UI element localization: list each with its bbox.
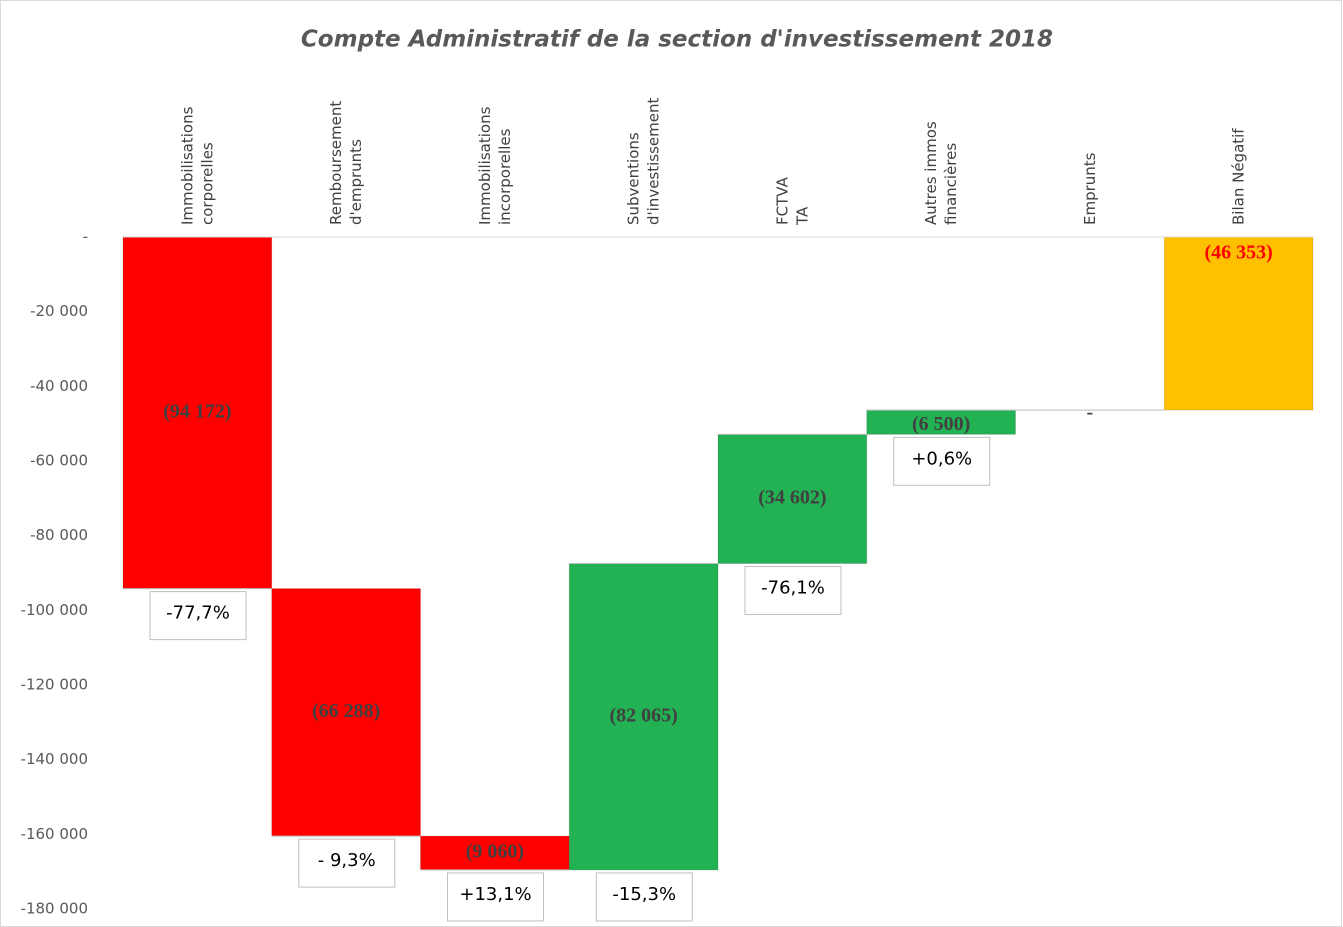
category-line: corporelles	[198, 142, 216, 225]
value-label: -	[1087, 402, 1094, 424]
bar	[271, 588, 421, 837]
y-tick-label: -60 000	[30, 452, 88, 470]
y-tick-label: -160 000	[21, 825, 88, 843]
change-label-box	[149, 591, 247, 641]
change-label-box	[447, 872, 544, 922]
y-tick-label: -80 000	[30, 526, 88, 544]
category-line: financières	[942, 143, 960, 225]
x-category-label: Immobilisations corporelles	[178, 106, 216, 225]
x-category-label: Subventions d'investissement	[624, 98, 662, 225]
category-line: TA	[793, 206, 811, 226]
y-tick-label: -40 000	[30, 377, 88, 395]
category-line: Immobilisations	[178, 106, 196, 225]
value-label: (94 172)	[163, 400, 231, 422]
change-label-box	[595, 872, 693, 922]
y-tick-label: -140 000	[21, 750, 88, 768]
category-line: Autres immos	[922, 121, 940, 225]
y-tick-label: -	[83, 228, 88, 246]
y-tick-label: -120 000	[21, 676, 88, 694]
category-line: Bilan Négatif	[1229, 128, 1247, 225]
x-category-label: Emprunts	[1080, 152, 1098, 225]
y-tick-label: -100 000	[21, 601, 88, 619]
x-category-label: Immobilisations incorporelles	[475, 106, 513, 225]
change-label-box	[893, 436, 991, 486]
chart-title: Compte Administratif de la section d'inv…	[301, 27, 1053, 53]
category-line: FCTVA	[773, 176, 791, 225]
category-line: Remboursement	[327, 101, 345, 225]
y-tick-label: -180 000	[21, 900, 88, 918]
value-label: (66 288)	[312, 700, 380, 722]
category-line: Immobilisations	[475, 106, 493, 225]
x-category-label: Bilan Négatif	[1229, 128, 1247, 225]
value-label: (6 500)	[912, 413, 970, 435]
change-label: -76,1%	[761, 578, 825, 599]
x-category-label: FCTVA TA	[773, 176, 811, 226]
change-label-box	[744, 566, 842, 616]
x-category-label: Remboursement d'emprunts	[327, 101, 365, 225]
change-label: +0,6%	[911, 448, 972, 469]
category-line: Emprunts	[1080, 152, 1098, 225]
change-label: +13,1%	[459, 884, 531, 905]
bar	[568, 563, 719, 871]
change-label: -15,3%	[612, 884, 676, 905]
bar	[717, 433, 868, 565]
category-line: d'investissement	[644, 98, 662, 225]
change-label: - 9,3%	[318, 850, 376, 871]
category-line: Subventions	[624, 132, 642, 225]
x-category-label: Autres immos financières	[922, 121, 960, 225]
bar	[1163, 236, 1314, 411]
change-label: -77,7%	[166, 603, 230, 624]
bar	[122, 236, 273, 590]
value-label: (9 060)	[466, 841, 524, 863]
bar	[866, 409, 1016, 435]
category-line: incorporelles	[495, 128, 513, 225]
value-label: (34 602)	[758, 487, 826, 509]
value-label: (46 353)	[1204, 242, 1272, 264]
category-line: d'emprunts	[347, 139, 365, 225]
y-tick-label: -20 000	[30, 302, 88, 320]
value-label: (82 065)	[609, 704, 677, 726]
bar	[420, 835, 570, 871]
change-label-box	[298, 838, 396, 888]
